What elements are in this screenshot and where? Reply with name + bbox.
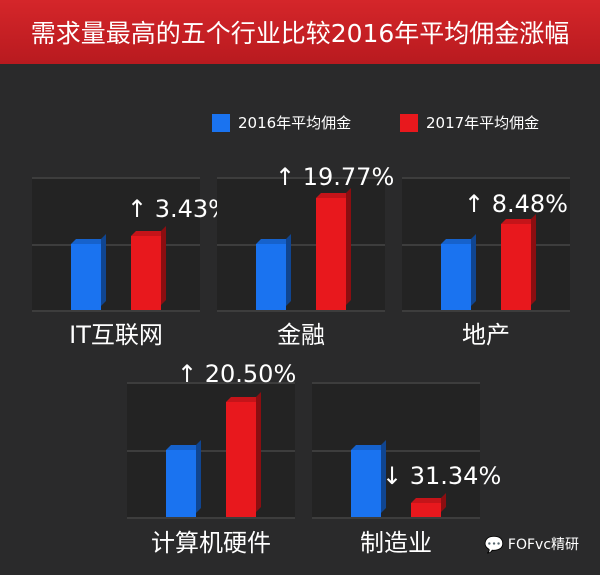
gridline bbox=[312, 449, 480, 452]
wechat-icon: 💬 bbox=[484, 534, 504, 554]
change-label: ↑ 8.48% bbox=[464, 190, 568, 218]
watermark-text: FOFvc精研 bbox=[507, 537, 580, 553]
bar-2016 bbox=[256, 233, 291, 310]
gridline bbox=[127, 449, 295, 452]
gridline bbox=[217, 243, 385, 246]
gridline bbox=[402, 243, 570, 246]
category-label: 地产 bbox=[462, 321, 510, 349]
bar-2017 bbox=[226, 392, 261, 517]
change-label: ↓ 31.34% bbox=[382, 462, 502, 490]
legend-swatch-red bbox=[400, 113, 418, 132]
legend-swatch-blue bbox=[212, 113, 230, 132]
change-label: ↑ 19.77% bbox=[275, 163, 395, 191]
bar-side bbox=[531, 214, 536, 305]
legend-label: 2016年平均佣金 bbox=[238, 114, 352, 132]
plot-area bbox=[32, 177, 200, 312]
category-label: 计算机硬件 bbox=[151, 529, 271, 557]
gridline bbox=[32, 243, 200, 246]
chart-title: 需求量最高的五个行业比较2016年平均佣金涨幅 bbox=[30, 19, 570, 48]
plot-area bbox=[312, 382, 480, 519]
plot-area bbox=[127, 382, 295, 519]
bar-2017 bbox=[316, 188, 351, 310]
bar-side bbox=[101, 233, 106, 305]
change-label: ↑ 3.43% bbox=[127, 195, 231, 223]
category-label: 金融 bbox=[277, 321, 325, 349]
bar-2016 bbox=[166, 439, 201, 517]
bar-side bbox=[161, 225, 166, 305]
bar-2017 bbox=[411, 493, 446, 517]
bar-side bbox=[256, 392, 261, 512]
legend-2017: 2017年平均佣金 bbox=[400, 112, 539, 133]
bar-side bbox=[471, 233, 476, 305]
bar-side bbox=[346, 188, 351, 305]
bar-2016 bbox=[71, 233, 106, 310]
title-bar bbox=[0, 0, 600, 64]
bar-side bbox=[286, 233, 291, 305]
bar-side bbox=[441, 493, 446, 512]
legend-label: 2017年平均佣金 bbox=[426, 114, 540, 132]
bar-2017 bbox=[131, 225, 166, 310]
plot-area bbox=[217, 177, 385, 312]
legend-2016: 2016年平均佣金 bbox=[212, 112, 351, 133]
bar-side bbox=[196, 439, 201, 512]
plot-area bbox=[402, 177, 570, 312]
bar-2017 bbox=[501, 214, 536, 310]
category-label: IT互联网 bbox=[69, 321, 163, 349]
category-label: 制造业 bbox=[360, 529, 432, 557]
bar-2016 bbox=[441, 233, 476, 310]
change-label: ↑ 20.50% bbox=[177, 360, 297, 388]
bar-2016 bbox=[351, 439, 386, 517]
watermark: 💬 FOFvc精研 bbox=[484, 534, 579, 554]
